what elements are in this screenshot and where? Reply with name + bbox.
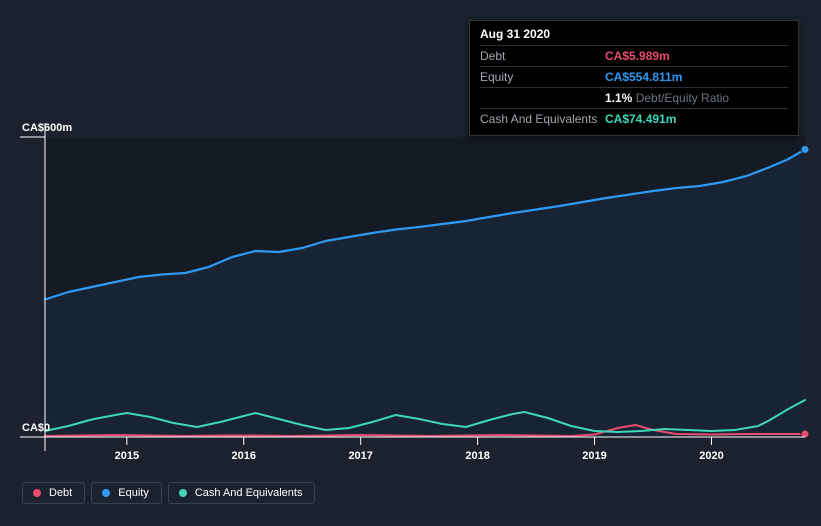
tooltip-row-value: CA$5.989m — [605, 49, 670, 63]
chart-container: CA$0 CA$600m 2015 2016 2017 2018 2019 2020 Aug … — [0, 0, 821, 526]
tooltip-row-label: Cash And Equivalents — [480, 112, 605, 126]
y-axis-tick-label: CA$600m — [22, 122, 72, 134]
legend-item-label: Debt — [49, 487, 72, 499]
legend-item[interactable]: Debt — [22, 482, 85, 504]
legend-dot-icon — [102, 489, 110, 497]
legend-item-label: Equity — [118, 487, 149, 499]
x-axis-tick-label: 2018 — [465, 450, 489, 462]
x-axis-tick-label: 2019 — [582, 450, 606, 462]
y-axis-tick-label: CA$0 — [22, 422, 50, 434]
tooltip-row-label: Equity — [480, 70, 605, 84]
legend-item[interactable]: Equity — [91, 482, 162, 504]
tooltip-row-value: CA$554.811m — [605, 70, 682, 84]
tooltip-row-label — [480, 91, 605, 105]
x-axis-tick-label: 2020 — [699, 450, 723, 462]
tooltip: Aug 31 2020 DebtCA$5.989mEquityCA$554.81… — [469, 20, 799, 136]
x-axis-tick-label: 2016 — [232, 450, 256, 462]
legend-dot-icon — [33, 489, 41, 497]
legend-item[interactable]: Cash And Equivalents — [168, 482, 316, 504]
x-axis-tick-label: 2017 — [348, 450, 372, 462]
tooltip-row-value: CA$74.491m — [605, 112, 676, 126]
tooltip-date: Aug 31 2020 — [480, 27, 788, 45]
tooltip-row: EquityCA$554.811m — [480, 66, 788, 87]
legend: Debt Equity Cash And Equivalents — [22, 482, 315, 504]
x-axis-tick-label: 2015 — [115, 450, 139, 462]
tooltip-row: Cash And EquivalentsCA$74.491m — [480, 108, 788, 129]
tooltip-row-label: Debt — [480, 49, 605, 63]
legend-item-label: Cash And Equivalents — [195, 487, 303, 499]
tooltip-row-value: 1.1% Debt/Equity Ratio — [605, 91, 729, 105]
legend-dot-icon — [179, 489, 187, 497]
tooltip-row: 1.1% Debt/Equity Ratio — [480, 87, 788, 108]
tooltip-row: DebtCA$5.989m — [480, 45, 788, 66]
